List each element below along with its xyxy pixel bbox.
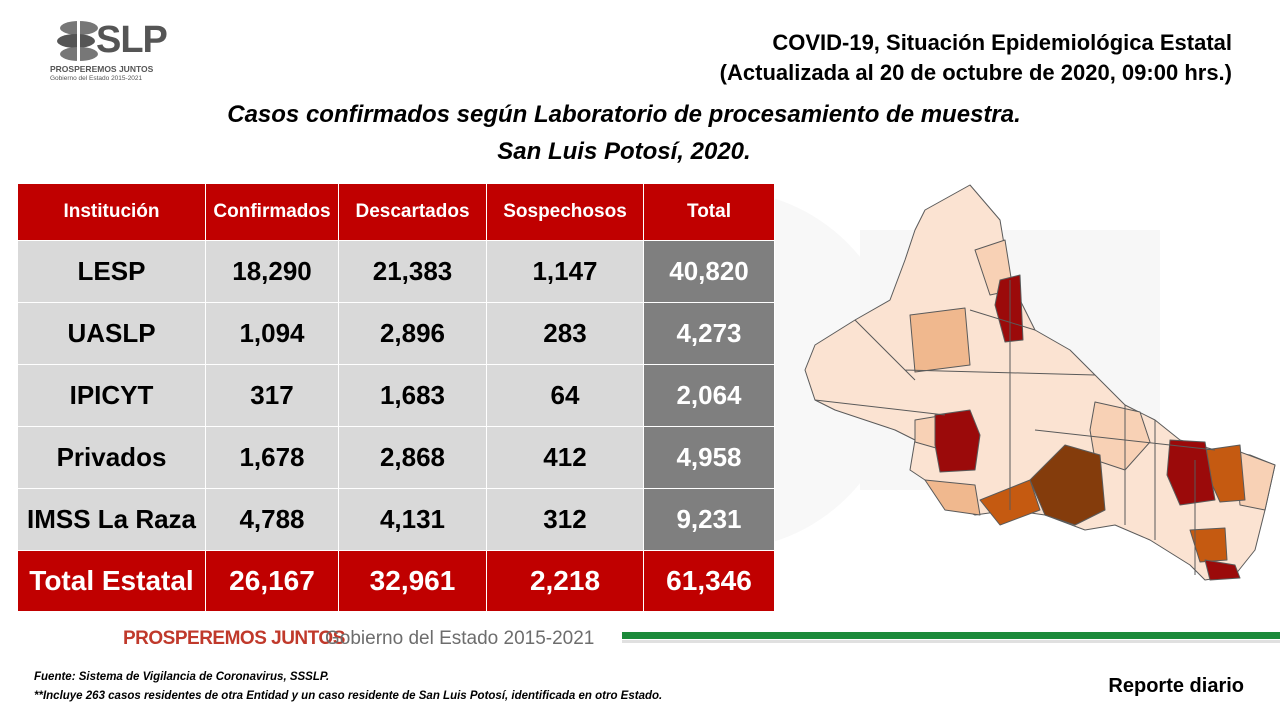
footer-band: PROSPEREMOS JUNTOS Gobierno del Estado 2… xyxy=(0,624,1280,656)
header-descartados: Descartados xyxy=(338,183,487,241)
cell-confirmados: 1,678 xyxy=(205,426,339,489)
cell-institution: LESP xyxy=(17,240,206,303)
cell-total: 4,958 xyxy=(643,426,775,489)
cell-descartados: 4,131 xyxy=(338,488,487,551)
cell-descartados: 21,383 xyxy=(338,240,487,303)
table-total-row: Total Estatal 26,167 32,961 2,218 61,346 xyxy=(17,550,775,612)
cell-sospechosos: 312 xyxy=(486,488,644,551)
map-region-base xyxy=(804,184,1276,581)
footer-prosperemos: PROSPEREMOS JUNTOS xyxy=(123,628,345,649)
cell-institution: IPICYT xyxy=(17,364,206,427)
report-label: Reporte diario xyxy=(1108,675,1244,697)
slp-logo-mark-icon xyxy=(57,21,98,61)
cell-total: 40,820 xyxy=(643,240,775,303)
cell-institution: UASLP xyxy=(17,302,206,365)
table-row: Privados 1,678 2,868 412 4,958 xyxy=(17,426,775,489)
cell-descartados: 2,868 xyxy=(338,426,487,489)
map-region xyxy=(1166,439,1216,506)
subtitle-line2: San Luis Potosí, 2020. xyxy=(497,138,751,165)
header-title-line1: COVID-19, Situación Epidemiológica Estat… xyxy=(772,30,1232,55)
cell-confirmados: 1,094 xyxy=(205,302,339,365)
cell-sospechosos: 1,147 xyxy=(486,240,644,303)
footer-green-bar xyxy=(622,632,1280,639)
map-region xyxy=(909,307,971,373)
total-total: 61,346 xyxy=(643,550,775,612)
slp-logo: SLP PROSPEREMOS JUNTOS Gobierno del Esta… xyxy=(50,14,190,84)
logo-word: SLP xyxy=(96,19,168,61)
total-confirmados: 26,167 xyxy=(205,550,339,612)
lab-cases-table: Institución Confirmados Descartados Sosp… xyxy=(17,183,775,612)
cell-total: 4,273 xyxy=(643,302,775,365)
total-sospechosos: 2,218 xyxy=(486,550,644,612)
footer-gray-bar xyxy=(622,640,1280,643)
san-luis-potosi-map xyxy=(804,184,1276,581)
cell-sospechosos: 283 xyxy=(486,302,644,365)
header-title: COVID-19, Situación Epidemiológica Estat… xyxy=(720,28,1232,88)
map-region xyxy=(1204,559,1241,581)
cell-institution: IMSS La Raza xyxy=(17,488,206,551)
table-row: UASLP 1,094 2,896 283 4,273 xyxy=(17,302,775,365)
cell-confirmados: 317 xyxy=(205,364,339,427)
cell-descartados: 1,683 xyxy=(338,364,487,427)
logo-tagline: PROSPEREMOS JUNTOS xyxy=(50,64,154,74)
map-region xyxy=(1189,527,1228,563)
cell-total: 9,231 xyxy=(643,488,775,551)
header-institucion: Institución xyxy=(17,183,206,241)
map-region xyxy=(1029,444,1106,526)
cell-confirmados: 18,290 xyxy=(205,240,339,303)
total-label: Total Estatal xyxy=(17,550,206,612)
table-row: IMSS La Raza 4,788 4,131 312 9,231 xyxy=(17,488,775,551)
table-row: IPICYT 317 1,683 64 2,064 xyxy=(17,364,775,427)
subtitle-line1: Casos confirmados según Laboratorio de p… xyxy=(227,101,1021,128)
cell-sospechosos: 64 xyxy=(486,364,644,427)
cell-descartados: 2,896 xyxy=(338,302,487,365)
source-line2: **Incluye 263 casos residentes de otra E… xyxy=(34,690,663,702)
header-title-line2: (Actualizada al 20 de octubre de 2020, 0… xyxy=(719,60,1232,85)
cell-confirmados: 4,788 xyxy=(205,488,339,551)
map-region xyxy=(934,409,981,473)
cell-institution: Privados xyxy=(17,426,206,489)
table-row: LESP 18,290 21,383 1,147 40,820 xyxy=(17,240,775,303)
source-line1: Fuente: Sistema de Vigilancia de Coronav… xyxy=(34,671,330,683)
map-region xyxy=(924,479,981,516)
header-confirmados: Confirmados xyxy=(205,183,339,241)
source-note: Fuente: Sistema de Vigilancia de Coronav… xyxy=(34,668,662,706)
header-total: Total xyxy=(643,183,775,241)
logo-subtag: Gobierno del Estado 2015-2021 xyxy=(50,75,143,82)
total-descartados: 32,961 xyxy=(338,550,487,612)
footer-gobierno: Gobierno del Estado 2015-2021 xyxy=(325,628,595,649)
cell-total: 2,064 xyxy=(643,364,775,427)
table-header-row: Institución Confirmados Descartados Sosp… xyxy=(17,183,775,241)
header-sospechosos: Sospechosos xyxy=(486,183,644,241)
cell-sospechosos: 412 xyxy=(486,426,644,489)
map-region xyxy=(994,274,1024,343)
map-border xyxy=(814,280,1216,575)
